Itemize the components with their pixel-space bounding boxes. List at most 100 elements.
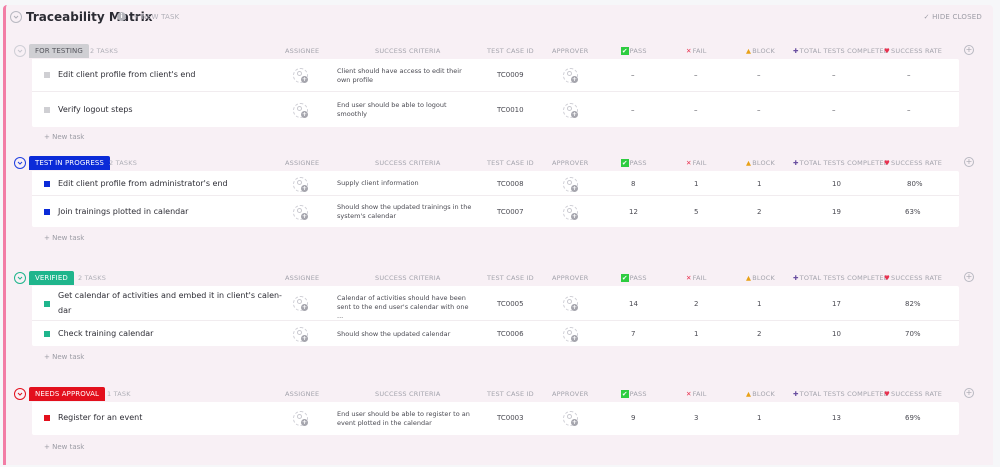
- table-row[interactable]: Verify logout steps + End user should be…: [32, 93, 959, 127]
- table-row[interactable]: Register for an event + End user should …: [32, 402, 959, 435]
- assignee-avatar-icon[interactable]: +: [293, 103, 308, 118]
- collapse-group-icon[interactable]: [14, 388, 26, 400]
- fail-count[interactable]: 2: [694, 300, 699, 308]
- fail-count[interactable]: –: [694, 71, 698, 79]
- column-header-approver[interactable]: APPROVER: [552, 390, 589, 398]
- column-header-pass[interactable]: ✔ PASS: [621, 159, 647, 167]
- success-criteria[interactable]: Client should have access to edit their …: [337, 67, 462, 84]
- total-count[interactable]: 17: [832, 300, 841, 308]
- test-case-id[interactable]: TC0008: [497, 180, 524, 188]
- assignee-avatar-icon[interactable]: +: [293, 177, 308, 192]
- success-rate[interactable]: 69%: [905, 414, 921, 422]
- table-row[interactable]: Join trainings plotted in calendar + Sho…: [32, 197, 959, 227]
- table-row[interactable]: Edit client profile from administrator's…: [32, 171, 959, 196]
- column-header-success-rate[interactable]: ♥SUCCESS RATE: [884, 47, 943, 55]
- add-column-icon[interactable]: +: [964, 388, 974, 398]
- success-criteria[interactable]: Should show the updated calendar: [337, 330, 451, 338]
- approver-avatar-icon[interactable]: +: [563, 411, 578, 426]
- column-header-pass[interactable]: ✔ PASS: [621, 390, 647, 398]
- pass-count[interactable]: 7: [631, 330, 636, 338]
- table-row[interactable]: Get calendar of activities and embed it …: [32, 286, 959, 321]
- column-header-success-rate[interactable]: ♥SUCCESS RATE: [884, 159, 943, 167]
- column-header-success-rate[interactable]: ♥SUCCESS RATE: [884, 390, 943, 398]
- pass-count[interactable]: 9: [631, 414, 636, 422]
- pass-count[interactable]: 8: [631, 180, 636, 188]
- assignee-avatar-icon[interactable]: +: [293, 68, 308, 83]
- column-header-block[interactable]: ▲BLOCK: [746, 159, 775, 167]
- success-rate[interactable]: 63%: [905, 208, 921, 216]
- success-criteria[interactable]: Supply client information: [337, 179, 419, 187]
- total-count[interactable]: 13: [832, 414, 841, 422]
- column-header-test-case-id[interactable]: TEST CASE ID: [487, 274, 534, 282]
- column-header-assignee[interactable]: ASSIGNEE: [285, 274, 320, 282]
- success-criteria[interactable]: End user should be able to register to a…: [337, 410, 470, 427]
- column-header-success-criteria[interactable]: SUCCESS CRITERIA: [375, 159, 441, 167]
- pass-count[interactable]: –: [631, 106, 635, 114]
- collapse-list-icon[interactable]: [10, 11, 22, 23]
- new-task-link[interactable]: + New task: [44, 234, 85, 242]
- fail-count[interactable]: –: [694, 106, 698, 114]
- assignee-avatar-icon[interactable]: +: [293, 411, 308, 426]
- success-rate[interactable]: 80%: [907, 180, 923, 188]
- status-square-icon[interactable]: [44, 331, 50, 337]
- column-header-pass[interactable]: ✔ PASS: [621, 274, 647, 282]
- column-header-assignee[interactable]: ASSIGNEE: [285, 159, 320, 167]
- column-header-total-tests[interactable]: ✚TOTAL TESTS COMPLETED: [793, 390, 889, 398]
- success-criteria[interactable]: End user should be able to logout smooth…: [337, 101, 447, 118]
- column-header-success-criteria[interactable]: SUCCESS CRITERIA: [375, 47, 441, 55]
- column-header-success-rate[interactable]: ♥SUCCESS RATE: [884, 274, 943, 282]
- test-case-id[interactable]: TC0009: [497, 71, 524, 79]
- assignee-avatar-icon[interactable]: +: [293, 327, 308, 342]
- test-case-id[interactable]: TC0005: [497, 300, 524, 308]
- table-row[interactable]: Edit client profile from client's end + …: [32, 59, 959, 92]
- task-name[interactable]: Edit client profile from administrator's…: [58, 179, 228, 188]
- block-count[interactable]: 2: [757, 330, 762, 338]
- pass-count[interactable]: 14: [629, 300, 638, 308]
- fail-count[interactable]: 1: [694, 180, 699, 188]
- approver-avatar-icon[interactable]: +: [563, 68, 578, 83]
- status-square-icon[interactable]: [44, 415, 50, 421]
- new-task-link[interactable]: + New task: [44, 353, 85, 361]
- task-name[interactable]: Check training calendar: [58, 329, 154, 338]
- status-badge[interactable]: VERIFIED: [29, 271, 74, 285]
- column-header-fail[interactable]: ✕FAIL: [686, 47, 707, 55]
- column-header-success-criteria[interactable]: SUCCESS CRITERIA: [375, 390, 441, 398]
- collapse-group-icon[interactable]: [14, 272, 26, 284]
- column-header-fail[interactable]: ✕FAIL: [686, 159, 707, 167]
- column-header-approver[interactable]: APPROVER: [552, 274, 589, 282]
- approver-avatar-icon[interactable]: +: [563, 296, 578, 311]
- total-count[interactable]: 19: [832, 208, 841, 216]
- column-header-total-tests[interactable]: ✚TOTAL TESTS COMPLETED: [793, 47, 889, 55]
- info-icon[interactable]: i: [117, 12, 126, 21]
- column-header-total-tests[interactable]: ✚TOTAL TESTS COMPLETED: [793, 159, 889, 167]
- collapse-group-icon[interactable]: [14, 157, 26, 169]
- total-count[interactable]: –: [832, 106, 836, 114]
- test-case-id[interactable]: TC0010: [497, 106, 524, 114]
- block-count[interactable]: 2: [757, 208, 762, 216]
- block-count[interactable]: 1: [757, 180, 762, 188]
- column-header-fail[interactable]: ✕FAIL: [686, 390, 707, 398]
- task-name[interactable]: Edit client profile from client's end: [58, 70, 196, 79]
- total-count[interactable]: –: [832, 71, 836, 79]
- status-badge[interactable]: FOR TESTING: [29, 44, 89, 58]
- new-task-link[interactable]: + New task: [44, 443, 85, 451]
- column-header-total-tests[interactable]: ✚TOTAL TESTS COMPLETED: [793, 274, 889, 282]
- column-header-assignee[interactable]: ASSIGNEE: [285, 390, 320, 398]
- status-square-icon[interactable]: [44, 301, 50, 307]
- pass-count[interactable]: 12: [629, 208, 638, 216]
- approver-avatar-icon[interactable]: +: [563, 205, 578, 220]
- collapse-group-icon[interactable]: [14, 45, 26, 57]
- total-count[interactable]: 10: [832, 180, 841, 188]
- add-column-icon[interactable]: +: [964, 272, 974, 282]
- block-count[interactable]: –: [757, 106, 761, 114]
- test-case-id[interactable]: TC0007: [497, 208, 524, 216]
- new-task-link[interactable]: + New task: [44, 133, 85, 141]
- block-count[interactable]: 1: [757, 300, 762, 308]
- add-column-icon[interactable]: +: [964, 157, 974, 167]
- column-header-block[interactable]: ▲BLOCK: [746, 390, 775, 398]
- fail-count[interactable]: 1: [694, 330, 699, 338]
- success-rate[interactable]: 70%: [905, 330, 921, 338]
- column-header-test-case-id[interactable]: TEST CASE ID: [487, 390, 534, 398]
- status-square-icon[interactable]: [44, 107, 50, 113]
- column-header-success-criteria[interactable]: SUCCESS CRITERIA: [375, 274, 441, 282]
